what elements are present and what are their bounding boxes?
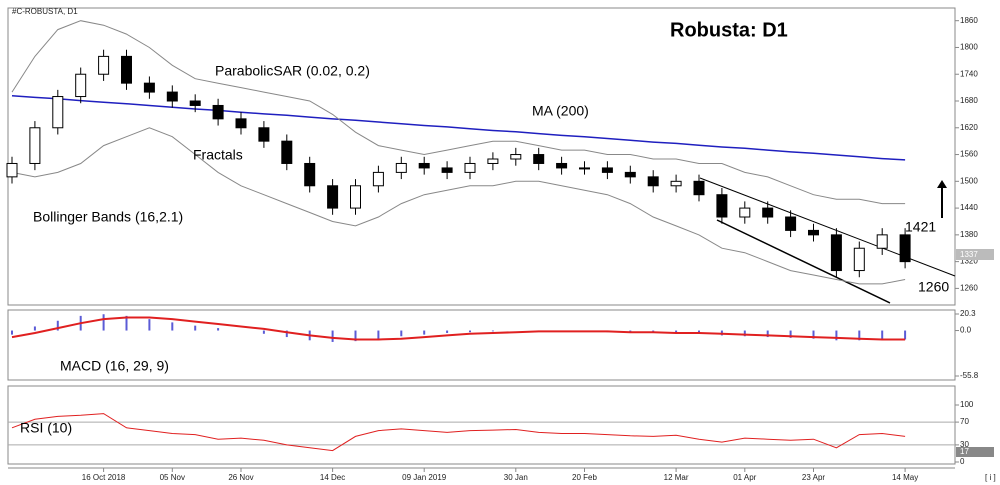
panel-label: MACD (16, 29, 9) <box>60 358 169 374</box>
candle-body <box>52 96 64 129</box>
y-tick-label: 1560 <box>960 150 978 159</box>
y-tick-label: 100 <box>960 400 974 409</box>
y-tick-label: 0 <box>960 457 965 466</box>
candle-body <box>693 180 705 196</box>
candle-body <box>762 207 774 218</box>
indicator-line <box>11 94 906 161</box>
candle-body <box>98 55 110 75</box>
y-tick-label: 1860 <box>960 16 978 25</box>
candle-body <box>464 162 476 173</box>
chart-title: Robusta: D1 <box>670 19 788 41</box>
x-tick-label: 20 Feb <box>572 473 597 482</box>
x-tick-label: 12 Mar <box>664 473 689 482</box>
y-tick-label: 1800 <box>960 43 978 52</box>
candle-body <box>6 162 18 178</box>
y-tick-label: 70 <box>960 417 969 426</box>
y-tick-label: 1320 <box>960 257 978 266</box>
panel-label: RSI (10) <box>20 420 72 436</box>
candle-body <box>121 55 132 84</box>
indicator-line <box>11 127 906 285</box>
candle-body <box>29 127 41 164</box>
candle-body <box>579 167 590 170</box>
candle-body <box>830 234 842 272</box>
y-tick-label: 20.3 <box>960 309 976 318</box>
x-tick-label: 05 Nov <box>160 473 185 482</box>
candle-body <box>281 140 293 164</box>
x-tick-label: 01 Apr <box>733 473 756 482</box>
annotation: MA (200) <box>532 103 589 119</box>
candle-body <box>327 185 339 209</box>
y-tick-label: 1620 <box>960 123 978 132</box>
last-price: 1337 <box>960 250 978 259</box>
candle-body <box>189 100 201 106</box>
annotation: 1260 <box>918 279 949 295</box>
y-tick-label: 1740 <box>960 69 978 78</box>
x-tick-label: 14 Dec <box>320 473 345 482</box>
candle-body <box>75 73 87 98</box>
candle-body <box>143 82 155 93</box>
annotation: Bollinger Bands (16,2.1) <box>33 209 183 225</box>
x-tick-label: 30 Jan <box>504 473 528 482</box>
up-arrow-head <box>937 180 947 188</box>
rsi-tag <box>956 447 994 457</box>
candle-body <box>670 180 682 187</box>
y-tick-label: 1500 <box>960 176 978 185</box>
annotation: 1421 <box>905 219 936 235</box>
candle-body <box>556 162 568 169</box>
price-tag <box>956 249 994 260</box>
symbol-label: #C-ROBUSTA, D1 <box>12 7 78 16</box>
rsi-current: 17 <box>960 447 969 456</box>
candle-body <box>601 167 613 173</box>
annotation: Fractals <box>193 147 243 163</box>
y-tick-label: 30 <box>960 440 969 449</box>
y-tick-label: 1260 <box>960 284 978 293</box>
signal-line <box>11 316 906 341</box>
x-tick-label: 16 Oct 2018 <box>82 473 126 482</box>
candle-body <box>418 162 430 169</box>
candle-body <box>899 234 911 263</box>
y-tick-label: 0.0 <box>960 326 972 335</box>
candle-body <box>876 234 888 249</box>
rsi-frame <box>7 385 956 465</box>
y-tick-label: 1380 <box>960 230 978 239</box>
candle-body <box>212 104 224 120</box>
channel-line <box>716 219 891 304</box>
candle-body <box>853 247 865 272</box>
macd-frame <box>7 309 956 381</box>
y-tick-label: 1440 <box>960 203 978 212</box>
candle-body <box>785 216 797 231</box>
annotation: ParabolicSAR (0.02, 0.2) <box>215 63 370 79</box>
candle-body <box>533 154 545 164</box>
x-tick-label: 26 Nov <box>228 473 253 482</box>
candle-body <box>716 194 728 218</box>
y-tick-label: -55.8 <box>960 371 979 380</box>
candle-body <box>350 185 361 209</box>
x-tick-label: 09 Jan 2019 <box>402 473 447 482</box>
candle-body <box>487 158 499 164</box>
candle-body <box>510 154 522 160</box>
candle-body <box>166 91 178 102</box>
candle-body <box>808 229 819 236</box>
indicator-line <box>11 20 906 205</box>
x-tick-label: 14 May <box>892 473 918 482</box>
info-icon: [ i ] <box>985 473 996 482</box>
main-frame <box>7 7 956 306</box>
candle-body <box>304 162 316 187</box>
candle-body <box>372 171 384 187</box>
candle-body <box>624 171 636 178</box>
candle-body <box>235 118 247 129</box>
channel-line <box>699 177 956 277</box>
candle-body <box>395 162 407 173</box>
candle-body <box>258 127 270 142</box>
candle-body <box>647 176 659 187</box>
x-tick-label: 23 Apr <box>802 473 825 482</box>
candle-body <box>441 167 453 173</box>
rsi-line <box>11 413 906 452</box>
candle-body <box>739 207 751 218</box>
y-tick-label: 1680 <box>960 96 978 105</box>
